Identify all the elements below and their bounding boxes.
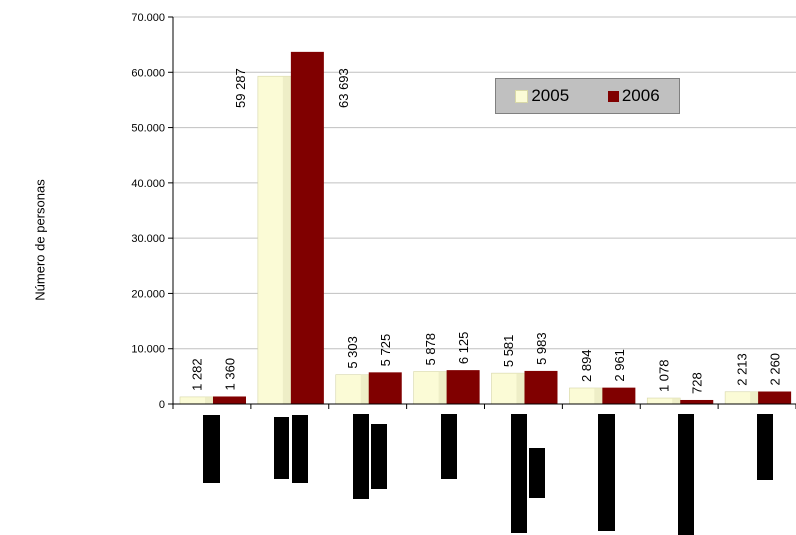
data-label: 5 725 [378,334,393,367]
data-label: 5 878 [423,333,438,366]
axes [168,16,796,409]
redacted-block [353,414,369,499]
data-label: 59 287 [233,68,248,108]
bars [179,51,792,405]
bar-2005-shade [282,76,291,404]
legend-swatch-2006 [607,90,619,102]
data-label: 5 983 [534,332,549,365]
data-label: 1 360 [223,358,238,391]
legend: 2005 2006 [495,78,680,114]
y-tick-label: 70.000 [131,12,165,24]
data-label: 5 581 [501,335,516,368]
y-tick-label: 10.000 [131,344,165,356]
redacted-block [757,414,773,480]
y-tick-label: 30.000 [131,233,165,245]
bar-2005-shade [205,396,213,404]
data-label: 1 078 [657,359,672,392]
redacted-block [274,417,289,479]
redacted-block [511,414,527,533]
bar-2005-shade [516,373,525,404]
bar-2006 [524,370,558,404]
data-label: 728 [690,372,705,394]
redacted-block [678,414,694,535]
redacted-block [598,414,615,531]
bar-2006 [213,396,246,404]
y-tick-label: 20.000 [131,288,165,300]
legend-swatch-2005 [515,89,529,103]
y-tick-label: 60.000 [131,67,165,79]
y-tick-label: 0 [159,399,165,411]
bar-2006 [758,391,792,404]
data-label: 6 125 [456,332,471,365]
data-label: 2 260 [768,353,783,386]
data-label: 63 693 [336,68,351,108]
data-label: 1 282 [190,358,205,391]
legend-label-2006: 2006 [621,86,660,105]
legend-item-2006: 2006 [607,86,660,106]
data-labels: 1 282 59 287 5 303 5 878 5 581 2 894 1 078 2 21… [190,68,783,394]
bar-2006 [368,372,402,404]
bar-2006 [446,370,480,404]
redacted-block [371,424,387,489]
redacted-block [292,415,308,483]
data-label: 5 303 [345,336,360,369]
y-tick-labels: 0 10.000 20.000 30.000 40.000 50.000 60.000 70.… [131,12,165,411]
redacted-category-labels [203,414,773,535]
bar-2006 [290,51,324,404]
data-label: 2 894 [579,349,594,382]
legend-item-2005: 2005 [515,86,569,106]
bar-2006 [680,399,714,404]
bar-2005-shade [594,388,603,404]
data-label: 2 961 [612,349,627,382]
bar-2005-shade [750,391,759,404]
bar-2006 [602,387,636,404]
redacted-block [529,448,545,498]
redacted-block [203,415,220,483]
redacted-block [441,414,457,479]
y-axis-label: Número de personas [32,179,48,301]
legend-label-2005: 2005 [531,86,570,105]
data-label: 2 213 [735,353,750,386]
bar-2005-shade [672,398,681,404]
bar-2005-shade [438,371,447,404]
y-tick-label: 40.000 [131,178,165,190]
bar-2005-shade [360,374,369,404]
y-tick-label: 50.000 [131,123,165,135]
